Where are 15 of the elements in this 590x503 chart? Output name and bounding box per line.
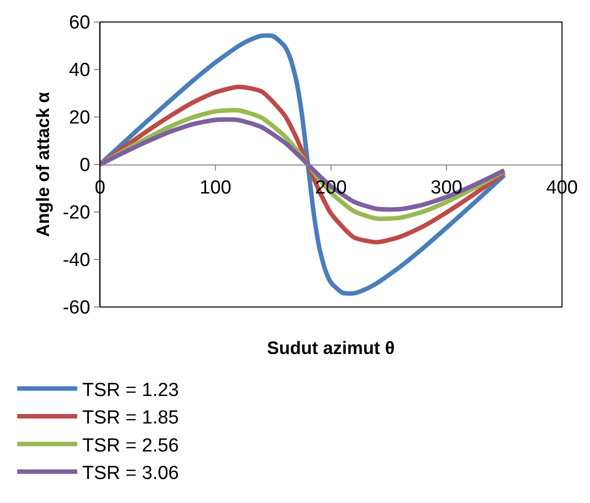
legend-label: TSR = 1.85 <box>82 408 179 429</box>
legend-label: TSR = 1.23 <box>82 380 179 401</box>
x-tick-label: 300 <box>430 177 462 198</box>
y-tick-label: -60 <box>62 298 90 319</box>
x-axis-title: Sudut azimut θ <box>267 338 395 358</box>
x-tick-label: 100 <box>200 177 232 198</box>
y-tick-label: 0 <box>80 155 90 176</box>
y-axis-title: Angle of attack α <box>32 92 53 238</box>
y-tick-label: -40 <box>62 250 90 272</box>
legend-label: TSR = 2.56 <box>82 435 179 456</box>
y-tick-label: 40 <box>69 60 90 82</box>
y-tick-label: 60 <box>69 12 90 34</box>
y-tick-label: -20 <box>62 202 90 224</box>
legend-label: TSR = 3.06 <box>82 463 179 484</box>
y-tick-label: 20 <box>69 108 90 129</box>
